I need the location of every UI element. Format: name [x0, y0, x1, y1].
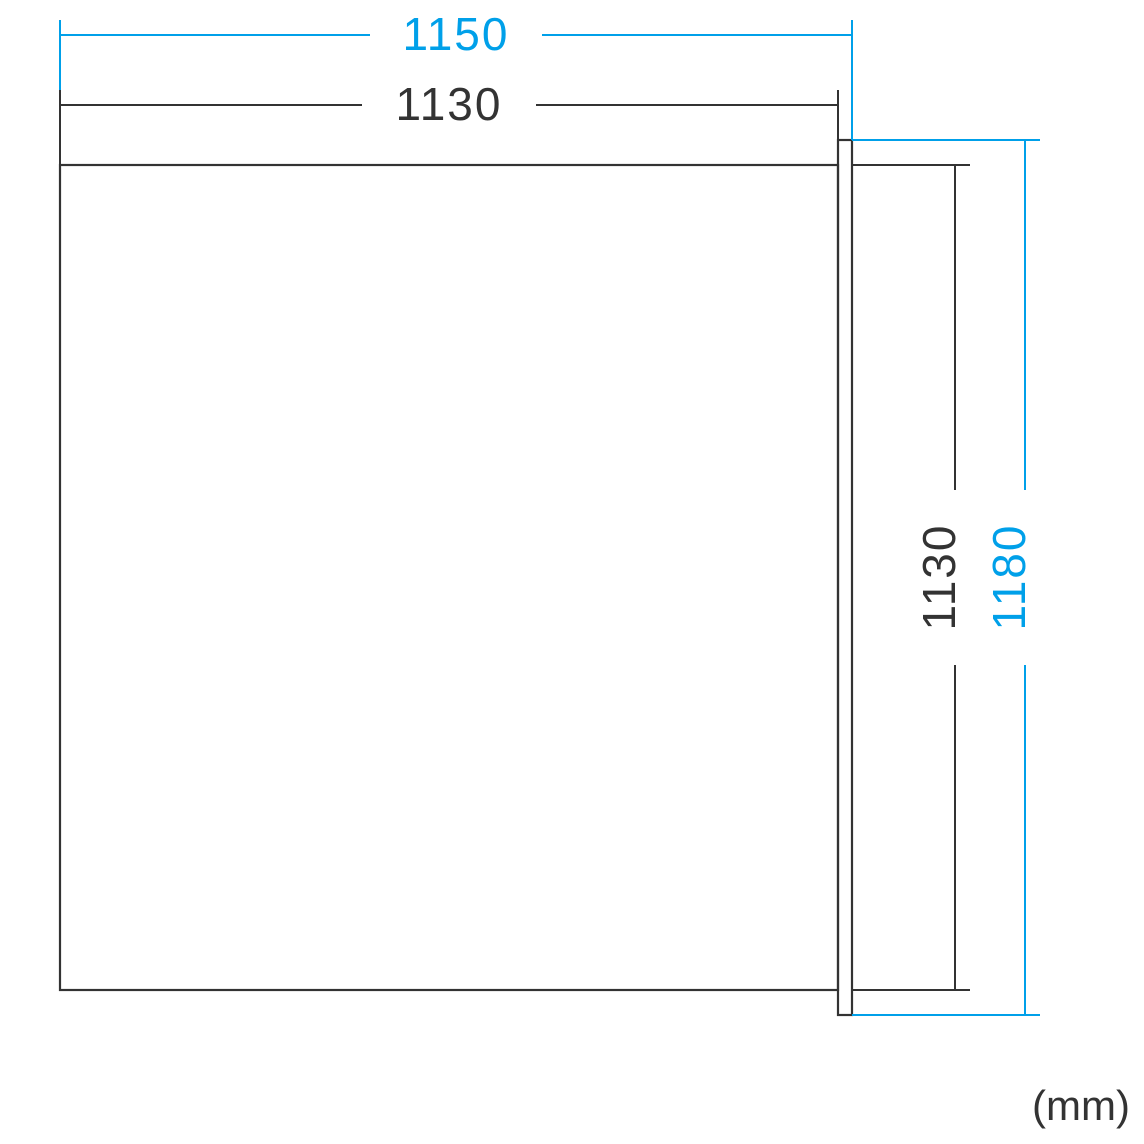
dim-inner-height-label: 1130: [913, 524, 965, 631]
dim-inner-width-label: 1130: [396, 78, 503, 130]
unit-label: (mm): [1032, 1082, 1130, 1129]
product-outline: [60, 140, 852, 1015]
dimension-diagram: 1150 1130 1130 1180 (mm): [0, 0, 1144, 1144]
dim-outer-width-label: 1150: [403, 8, 510, 60]
dim-outer-height-label: 1180: [983, 524, 1035, 631]
